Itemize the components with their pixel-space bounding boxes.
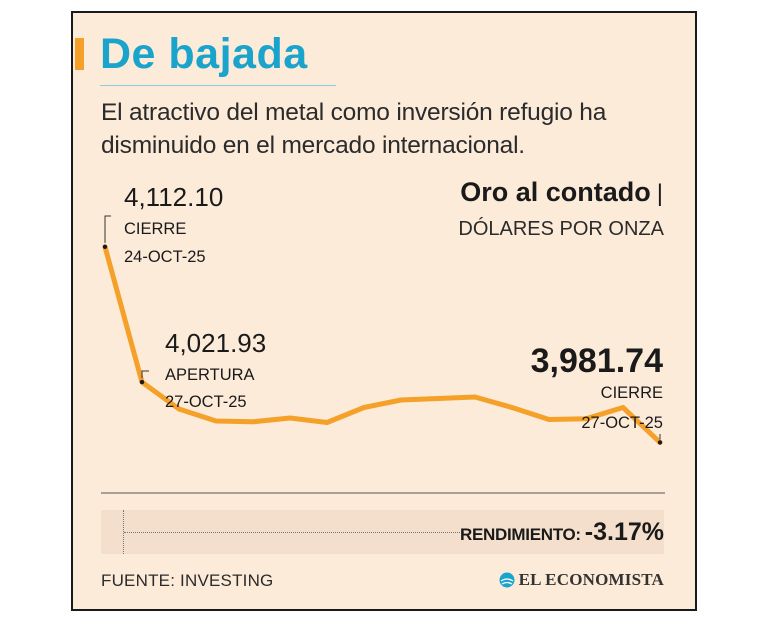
yield-label: RENDIMIENTO: <box>460 525 581 544</box>
data-point <box>213 418 219 424</box>
data-point <box>472 394 478 400</box>
start-leader-line <box>104 215 111 243</box>
price-line <box>102 244 663 445</box>
open-leader-line <box>141 370 149 379</box>
subtitle: El atractivo del metal como inversión re… <box>101 99 607 159</box>
data-point <box>657 440 663 445</box>
open-kind-label: APERTURA <box>165 366 255 384</box>
data-point <box>398 397 404 403</box>
source-note: FUENTE: INVESTING <box>101 571 274 590</box>
end-value-label: 3,981.74 <box>531 342 663 380</box>
data-point <box>361 405 367 410</box>
series-unit: DÓLARES POR ONZA <box>458 218 664 240</box>
data-point <box>176 406 182 412</box>
data-point <box>509 405 515 410</box>
series-name-pipe: | <box>656 180 663 207</box>
end-date-label: 27-OCT-25 <box>581 414 663 432</box>
yield-guide-vertical <box>123 510 124 554</box>
points-group <box>102 244 663 445</box>
yield-value: -3.17% <box>584 518 664 546</box>
annotation-group: 4,112.10 CIERRE 24-OCT-25 4,021.93 APERTURA 2… <box>104 182 663 440</box>
yield-readout: RENDIMIENTO: -3.17% <box>460 516 664 552</box>
open-date-label: 27-OCT-25 <box>165 393 247 411</box>
brand-name: EL ECONOMISTA <box>518 570 664 589</box>
start-date-label: 24-OCT-25 <box>124 248 206 266</box>
data-point <box>546 417 552 422</box>
start-kind-label: CIERRE <box>124 220 186 238</box>
series-name-text: Oro al contado <box>460 177 651 207</box>
data-point <box>324 420 330 425</box>
data-point <box>620 405 626 410</box>
data-point <box>250 419 256 425</box>
open-value-label: 4,021.93 <box>165 328 266 358</box>
yield-guide-horizontal <box>124 532 464 533</box>
data-point <box>583 416 589 422</box>
series-name: Oro al contado | <box>460 174 663 212</box>
series-group <box>102 244 663 445</box>
title-underline <box>100 85 336 86</box>
globe-icon <box>499 572 515 588</box>
data-point <box>139 379 145 385</box>
title-accent-bar <box>75 38 84 70</box>
data-point <box>435 396 441 401</box>
brand-logo: EL ECONOMISTA <box>499 570 664 590</box>
data-point <box>102 244 108 249</box>
end-kind-label: CIERRE <box>601 384 663 402</box>
page-title: De bajada <box>100 30 308 78</box>
start-value-label: 4,112.10 <box>124 182 223 212</box>
data-point <box>287 415 293 421</box>
